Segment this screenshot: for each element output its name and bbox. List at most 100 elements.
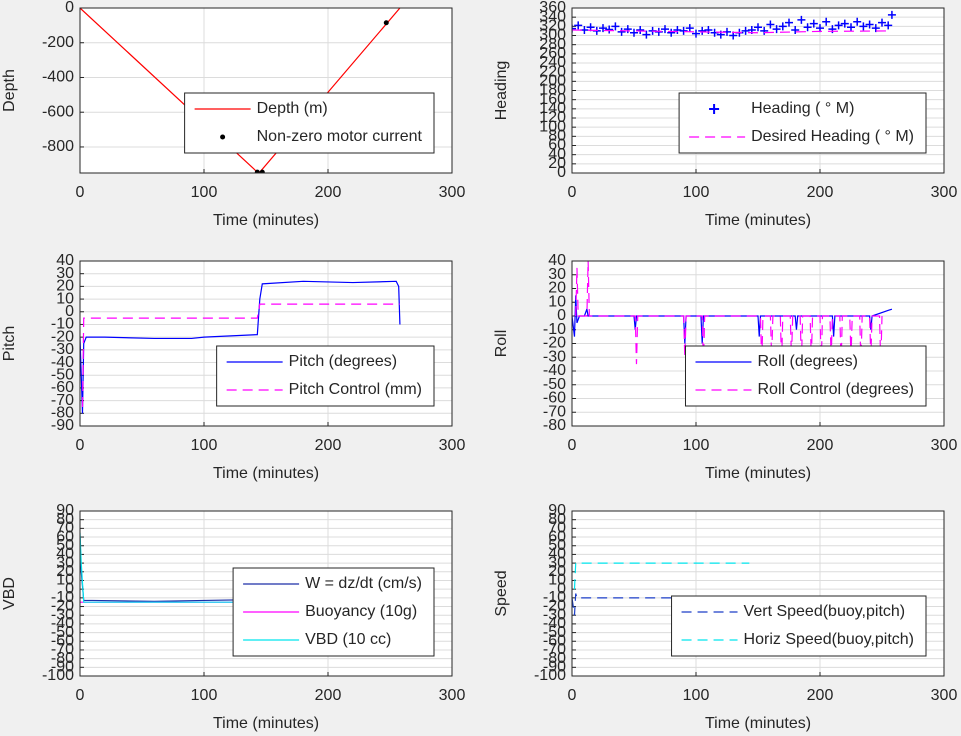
y-tick-label: 0 — [65, 580, 74, 597]
x-tick-label: 100 — [191, 184, 218, 201]
y-tick-label: 60 — [56, 528, 74, 545]
x-tick-label: 200 — [315, 437, 342, 454]
y-tick-label: -80 — [543, 650, 566, 667]
y-tick-label: -10 — [543, 589, 566, 606]
y-axis-label: Depth — [1, 69, 18, 112]
x-axis-label: Time (minutes) — [213, 715, 319, 732]
y-tick-label: -10 — [543, 321, 566, 338]
x-tick-label: 0 — [568, 437, 577, 454]
x-tick-label: 100 — [683, 184, 710, 201]
y-tick-label: 200 — [539, 73, 566, 90]
plus-marker — [611, 22, 620, 31]
x-tick-label: 0 — [76, 184, 85, 201]
plus-marker — [617, 27, 626, 36]
y-tick-label: -10 — [51, 589, 74, 606]
plus-marker — [760, 26, 769, 35]
series-line — [572, 29, 892, 34]
y-tick-label: 10 — [548, 293, 566, 310]
x-tick-label: 300 — [439, 184, 466, 201]
x-tick-label: 0 — [76, 437, 85, 454]
subplot: 0 100 200 300020406080100120140160180200220… — [493, 0, 957, 229]
plus-marker — [887, 10, 896, 19]
y-tick-label: 80 — [548, 128, 566, 145]
plus-marker — [871, 24, 880, 33]
y-tick-label: -40 — [543, 362, 566, 379]
y-tick-label: 30 — [548, 554, 566, 571]
y-tick-label: 70 — [548, 520, 566, 537]
series-line — [575, 261, 883, 365]
legend-box — [678, 92, 927, 154]
plus-marker — [679, 26, 688, 35]
legend-item: Pitch (degrees) — [226, 353, 397, 370]
x-tick-label: 100 — [191, 437, 218, 454]
legend-box — [684, 345, 927, 407]
x-tick-label: 100 — [683, 437, 710, 454]
y-tick-label: 80 — [56, 511, 74, 528]
y-tick-label: -40 — [543, 615, 566, 632]
y-tick-label: 100 — [539, 118, 566, 135]
plus-marker — [642, 30, 651, 39]
y-tick-label: -90 — [51, 659, 74, 676]
subplot: 0 100 200 300-100-90-80-70-60-50-40-30-20-1… — [493, 502, 957, 732]
y-tick-label: -40 — [51, 615, 74, 632]
legend-label: Roll Control (degrees) — [757, 381, 914, 398]
y-tick-label: 240 — [539, 54, 566, 71]
y-tick-label: -90 — [543, 659, 566, 676]
y-tick-label: -20 — [51, 328, 74, 345]
legend: W = dz/dt (cm/s) Buoyancy (10g) VBD (10 cc… — [232, 567, 435, 657]
plus-marker — [636, 26, 645, 34]
plus-marker — [754, 23, 762, 32]
plus-marker — [878, 18, 886, 27]
y-tick-label: -90 — [51, 417, 74, 434]
plus-marker — [853, 17, 862, 26]
x-tick-label: 300 — [439, 437, 466, 454]
plus-marker — [605, 25, 614, 34]
plus-marker — [847, 23, 855, 32]
x-tick-label: 300 — [931, 184, 958, 201]
legend: Heading ( ° M) Desired Heading ( ° M) — [678, 92, 927, 154]
plus-marker — [630, 28, 638, 37]
legend-item: Buoyancy (10g) — [243, 603, 417, 620]
y-tick-label: -30 — [543, 606, 566, 623]
legend-item: Heading ( ° M) — [709, 100, 854, 117]
y-tick-label: 30 — [548, 266, 566, 283]
legend-label: Desired Heading ( ° M) — [751, 128, 914, 145]
y-tick-label: -800 — [42, 138, 74, 155]
y-tick-label: 320 — [539, 18, 566, 35]
axes-box — [79, 510, 453, 677]
legend-box — [216, 345, 435, 407]
y-tick-label: 280 — [539, 36, 566, 53]
y-tick-label: 120 — [539, 109, 566, 126]
legend-box — [671, 595, 927, 657]
y-tick-label: 260 — [539, 45, 566, 62]
y-tick-label: 40 — [548, 252, 566, 269]
y-tick-label: 0 — [557, 164, 566, 181]
plus-marker — [809, 19, 818, 28]
y-tick-label: 20 — [56, 278, 74, 295]
y-tick-label: 20 — [56, 563, 74, 580]
y-tick-label: 90 — [56, 502, 74, 519]
x-tick-label: 300 — [931, 687, 958, 704]
y-tick-label: -70 — [543, 641, 566, 658]
legend-label: Buoyancy (10g) — [305, 603, 417, 620]
series-line — [572, 593, 750, 616]
y-tick-label: 60 — [548, 528, 566, 545]
y-tick-label: 40 — [56, 546, 74, 563]
y-tick-label: -30 — [543, 348, 566, 365]
plus-marker — [834, 21, 843, 30]
series-line — [80, 280, 401, 414]
x-axis-label: Time (minutes) — [705, 465, 811, 482]
y-tick-label: 10 — [56, 572, 74, 589]
legend-marker — [220, 134, 226, 140]
y-tick-label: -50 — [51, 624, 74, 641]
y-axis-label: Speed — [493, 570, 510, 616]
x-tick-label: 0 — [568, 184, 577, 201]
x-tick-label: 200 — [315, 184, 342, 201]
plus-marker — [884, 21, 893, 30]
y-tick-label: 40 — [548, 146, 566, 163]
y-tick-label: 30 — [56, 554, 74, 571]
plus-marker — [766, 20, 775, 29]
series-line — [81, 303, 400, 407]
legend-box — [184, 92, 435, 154]
y-tick-label: -600 — [42, 103, 74, 120]
